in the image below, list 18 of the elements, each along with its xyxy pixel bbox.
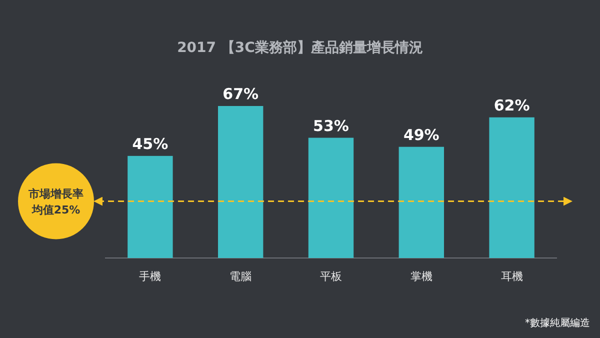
bar bbox=[308, 138, 354, 258]
x-tick-label: 掌機 bbox=[410, 270, 432, 283]
text: *數據純屬編造 bbox=[525, 317, 590, 329]
data-label: 45% bbox=[132, 134, 168, 153]
bar bbox=[398, 146, 444, 258]
x-tick-label: 耳機 bbox=[500, 270, 523, 283]
data-label: 53% bbox=[313, 116, 349, 135]
bar bbox=[489, 117, 534, 258]
data-label: 62% bbox=[494, 96, 530, 114]
data-label: 67% bbox=[222, 85, 259, 103]
chart-title: 2017 【3C業務部】產品銷量增長情況 bbox=[177, 39, 423, 56]
x-tick-label: 手機 bbox=[139, 270, 162, 283]
data-label: 49% bbox=[403, 126, 440, 144]
bar bbox=[218, 106, 264, 258]
bar bbox=[128, 156, 173, 258]
ref-line-label: 市場增長率均值25% bbox=[28, 187, 84, 216]
x-tick-label: 平板 bbox=[320, 270, 342, 283]
x-tick-label: 電腦 bbox=[230, 270, 252, 283]
